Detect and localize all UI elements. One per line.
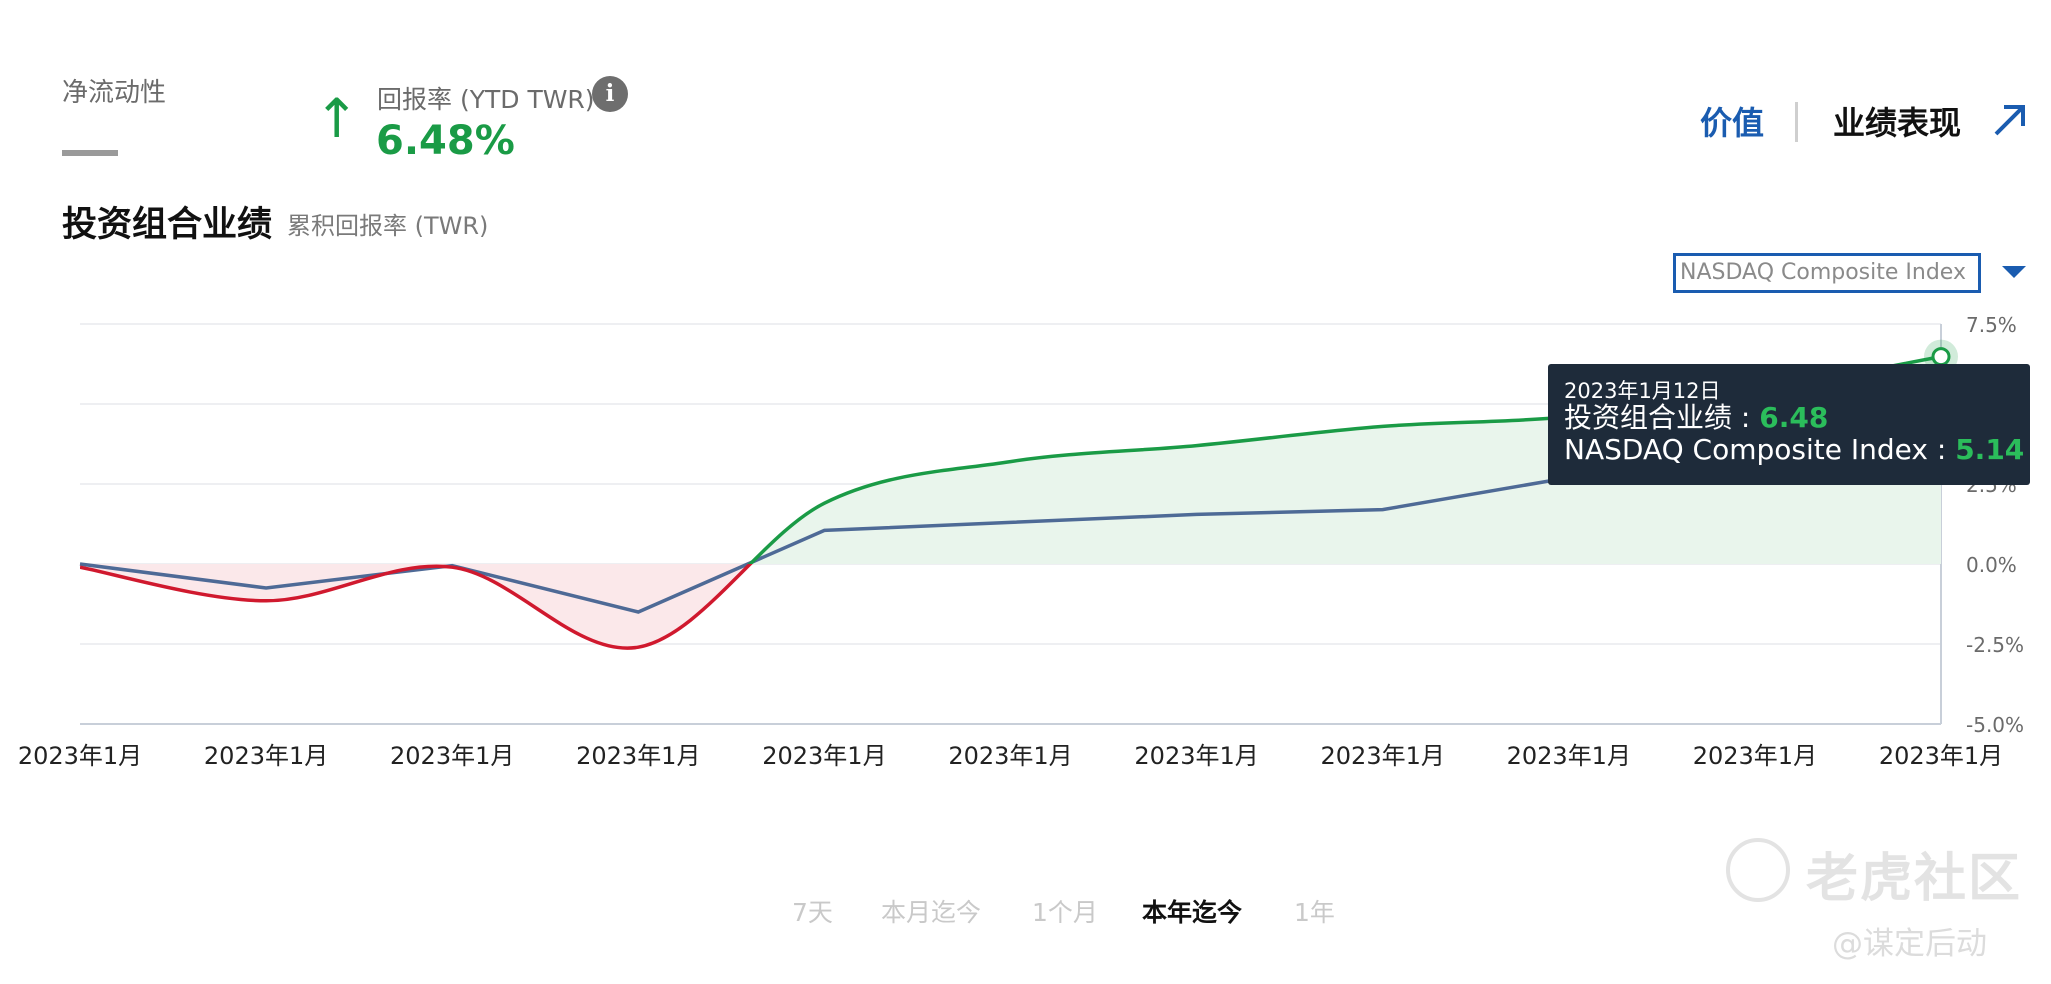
watermark-brand: 老虎社区 xyxy=(1806,849,2023,909)
page-subtitle: 累积回报率 (TWR) xyxy=(287,212,489,240)
tooltip-portfolio-label: 投资组合业绩 : xyxy=(1564,401,1760,434)
y-tick-label: -2.5% xyxy=(1966,633,2024,657)
x-tick-label: 2023年1月 xyxy=(390,742,514,770)
highlight-point xyxy=(1931,347,1951,367)
x-tick-label: 2023年1月 xyxy=(18,742,142,770)
y-tick-label: 7.5% xyxy=(1966,313,2017,337)
portfolio-area-positive xyxy=(80,356,1941,564)
y-tick-label: 0.0% xyxy=(1966,553,2017,577)
caret-down-icon[interactable] xyxy=(2002,266,2026,278)
tooltip-portfolio-value: 6.48 xyxy=(1759,401,1829,434)
range-tab-ytd[interactable]: 本年迄今 xyxy=(1142,898,1243,927)
return-value: 6.48% xyxy=(376,118,515,164)
range-tab-mtd[interactable]: 本月迄今 xyxy=(881,898,982,927)
chart-tooltip: 2023年1月12日 投资组合业绩 : 6.48 NASDAQ Composit… xyxy=(1548,364,2030,485)
tooltip-portfolio-row: 投资组合业绩 : 6.48 xyxy=(1564,402,2014,434)
x-tick-label: 2023年1月 xyxy=(204,742,328,770)
portfolio-series-line-negative xyxy=(80,564,753,650)
x-tick-label: 2023年1月 xyxy=(1134,742,1258,770)
benchmark-select[interactable]: NASDAQ Composite Index xyxy=(1673,253,1981,293)
portfolio-area-negative xyxy=(80,564,1941,649)
x-tick-label: 2023年1月 xyxy=(1693,742,1817,770)
x-tick-label: 2023年1月 xyxy=(1507,742,1631,770)
x-tick-label: 2023年1月 xyxy=(1879,742,2003,770)
tooltip-index-value: 5.14 xyxy=(1955,433,2025,466)
tab-performance[interactable]: 业绩表现 xyxy=(1833,104,1962,142)
return-label: 回报率 (YTD TWR) xyxy=(377,85,595,114)
watermark-handle: @谋定后动 xyxy=(1832,926,1987,962)
tab-value[interactable]: 价值 xyxy=(1700,104,1765,142)
net-liquidity-label: 净流动性 xyxy=(62,78,167,108)
page-title: 投资组合业绩 xyxy=(62,205,273,245)
arrow-up-icon: ↑ xyxy=(314,87,360,150)
x-tick-label: 2023年1月 xyxy=(1321,742,1445,770)
x-tick-label: 2023年1月 xyxy=(762,742,886,770)
x-tick-label: 2023年1月 xyxy=(576,742,700,770)
info-icon[interactable]: i xyxy=(592,76,628,112)
range-tab-7d[interactable]: 7天 xyxy=(792,898,833,927)
net-liquidity-value xyxy=(62,150,118,156)
y-tick-label: -5.0% xyxy=(1966,713,2024,737)
tab-divider xyxy=(1795,102,1798,142)
range-tab-1y[interactable]: 1年 xyxy=(1294,898,1335,927)
expand-arrow-icon[interactable] xyxy=(1990,100,2030,144)
range-tab-1m[interactable]: 1个月 xyxy=(1032,898,1098,927)
tooltip-date: 2023年1月12日 xyxy=(1564,379,1721,403)
tooltip-index-label: NASDAQ Composite Index : xyxy=(1564,433,1956,466)
x-tick-label: 2023年1月 xyxy=(948,742,1072,770)
watermark-logo-icon xyxy=(1726,838,1790,902)
tooltip-index-row: NASDAQ Composite Index : 5.14 xyxy=(1564,433,2024,466)
performance-chart: 7.5%5.0%2.5%0.0%-2.5%-5.0%2023年1月2023年1月… xyxy=(18,313,2024,770)
